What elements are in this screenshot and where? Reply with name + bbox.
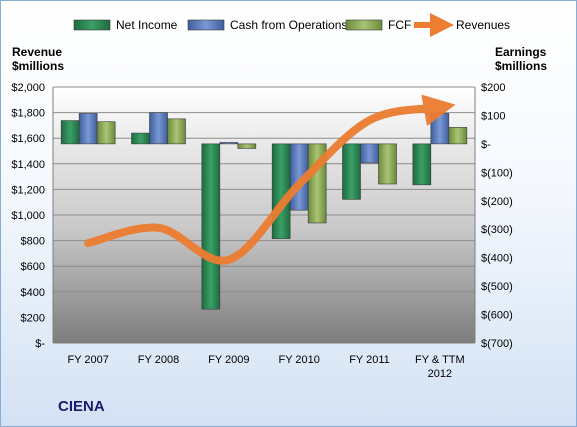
left-tick-label: $800 <box>21 236 45 248</box>
company-name: CIENA <box>58 398 105 415</box>
bar-net-income <box>412 143 432 186</box>
x-tick-label: FY 2008 <box>138 354 179 366</box>
bar-net-income <box>342 143 361 200</box>
left-tick-label: $1,000 <box>11 210 45 222</box>
right-tick-label: $(300) <box>481 224 513 236</box>
bar-fcf <box>378 143 397 185</box>
legend-label: Net Income <box>116 18 178 32</box>
left-axis-title-line: Revenue <box>12 45 63 59</box>
bar-cash-from-operations <box>78 113 98 145</box>
right-axis-title: Earnings $millions <box>495 45 547 73</box>
bar-net-income <box>201 143 221 310</box>
right-tick-label: $(400) <box>481 253 513 265</box>
bar-fcf <box>167 118 186 145</box>
axes: $- $200 $400 $600 $800 $1,000 $1,200 $1,400 $1,6… <box>11 82 512 380</box>
legend-label: FCF <box>388 18 411 32</box>
bar-cash-from-operations <box>360 143 379 164</box>
legend-label: Revenues <box>456 18 510 32</box>
bar-net-income <box>60 120 80 145</box>
legend: Net Income Cash from Operations FCF Revenue… <box>73 13 510 37</box>
right-axis-title-line: Earnings <box>495 45 547 59</box>
legend-swatch <box>73 19 111 31</box>
x-tick-label: FY 2011 <box>349 354 390 366</box>
left-tick-label: $1,600 <box>11 133 45 145</box>
left-axis-title: Revenue $millions <box>12 45 64 73</box>
right-tick-label: $- <box>481 139 491 151</box>
bar-net-income <box>131 132 150 145</box>
x-tick-label: FY 2009 <box>208 354 249 366</box>
left-tick-label: $1,400 <box>11 159 45 171</box>
left-tick-label: $2,000 <box>11 82 45 94</box>
legend-swatch <box>345 19 383 31</box>
bar-fcf <box>96 121 116 145</box>
right-axis-title-line: $millions <box>495 59 548 73</box>
left-tick-label: $400 <box>21 287 45 299</box>
left-tick-label: $600 <box>21 261 45 273</box>
bar-fcf <box>448 127 468 145</box>
revenue-line-path <box>84 94 456 265</box>
legend-label: Cash from Operations <box>230 18 347 32</box>
bar-cash-from-operations <box>430 113 450 145</box>
right-tick-label: $(500) <box>481 281 513 293</box>
left-tick-label: $- <box>35 338 45 350</box>
right-tick-label: $200 <box>481 82 505 94</box>
x-tick-label: FY & TTM 2012 <box>415 354 465 380</box>
x-tick-label: FY 2010 <box>278 354 319 366</box>
revenue-line <box>84 94 456 265</box>
legend-swatch <box>187 19 225 31</box>
right-tick-label: $(700) <box>481 338 513 350</box>
right-tick-label: $100 <box>481 110 505 122</box>
right-tick-label: $(600) <box>481 310 513 322</box>
bar-cash-from-operations <box>149 112 168 145</box>
left-tick-label: $200 <box>21 312 45 324</box>
bar-cash-from-operations <box>219 142 239 145</box>
left-axis-title-line: $millions <box>12 59 65 73</box>
bar-fcf <box>237 143 257 149</box>
right-tick-label: $(100) <box>481 167 513 179</box>
x-tick-label: FY 2007 <box>67 354 108 366</box>
left-tick-label: $1,800 <box>11 108 45 120</box>
bar-net-income <box>271 143 291 239</box>
right-tick-label: $(200) <box>481 196 513 208</box>
left-tick-label: $1,200 <box>11 184 45 196</box>
